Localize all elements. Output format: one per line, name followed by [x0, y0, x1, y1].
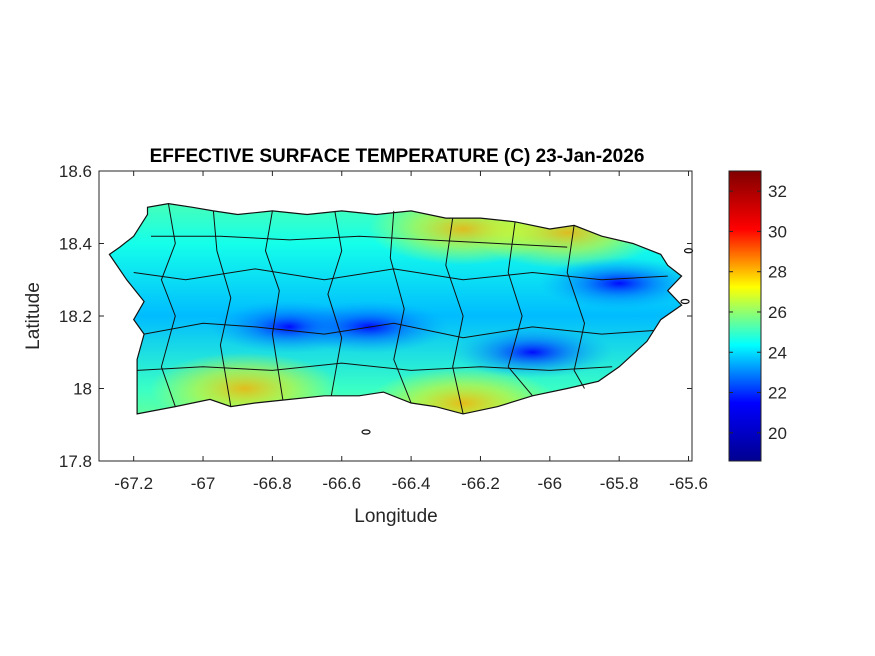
- offshore-islets: [361, 248, 694, 435]
- y-tick-label: 18.4: [59, 235, 92, 254]
- colorbar-tick-label: 32: [768, 182, 787, 201]
- colorbar-tick-label: 28: [768, 263, 787, 282]
- y-tick-label: 17.8: [59, 452, 92, 471]
- x-tick-label: -66.2: [461, 474, 500, 493]
- x-axis-ticks: -67.2 -67 -66.8 -66.6 -66.4 -66.2 -66 -65.8 -65.…: [114, 171, 708, 493]
- x-tick-label: -66.8: [253, 474, 292, 493]
- island-coastline: [108, 202, 683, 415]
- municipality-boundary: [264, 210, 284, 400]
- x-tick-label: -65.6: [669, 474, 708, 493]
- municipality-boundary: [151, 235, 568, 248]
- y-tick-label: 18.2: [59, 307, 92, 326]
- x-tick-label: -65.8: [600, 474, 639, 493]
- colorbar-frame: [728, 170, 762, 462]
- municipality-boundaries: [133, 203, 668, 415]
- x-tick-label: -66.6: [322, 474, 361, 493]
- cool-zone: [539, 257, 682, 310]
- colorbar-tick-label: 24: [768, 343, 787, 362]
- municipality-boundary: [445, 218, 464, 415]
- y-tick-label: 18.6: [59, 162, 92, 181]
- x-tick-label: -66: [538, 474, 563, 493]
- municipality-boundary: [137, 362, 613, 371]
- x-axis-label: Longitude: [354, 506, 437, 527]
- islet: [361, 429, 371, 435]
- y-axis-label: Latitude: [23, 282, 44, 350]
- municipality-boundary: [133, 268, 668, 281]
- colorbar-tick-label: 26: [768, 303, 787, 322]
- municipality-boundary: [507, 221, 533, 397]
- colorbar-ticks: 20 22 24 26 28 30 32: [729, 182, 787, 443]
- cool-zone: [452, 326, 613, 379]
- colorbar-tick-label: 20: [768, 424, 787, 443]
- municipality-boundary: [212, 210, 232, 407]
- colorbar-tick-label: 30: [768, 222, 787, 241]
- x-tick-label: -66.4: [392, 474, 431, 493]
- y-axis-ticks: 17.8 18 18.2 18.4 18.6: [59, 162, 692, 471]
- colorbar-tick-label: 22: [768, 384, 787, 403]
- x-tick-label: -67: [191, 474, 216, 493]
- municipality-boundary: [144, 322, 654, 339]
- chart-title: EFFECTIVE SURFACE TEMPERATURE (C) 23-Jan…: [150, 146, 645, 167]
- x-tick-label: -67.2: [114, 474, 153, 493]
- islet: [680, 298, 690, 305]
- islet: [683, 248, 694, 254]
- warm-zone: [368, 367, 559, 414]
- municipality-boundary: [389, 210, 412, 404]
- colorbar: [729, 171, 761, 461]
- municipality-boundary: [160, 203, 176, 407]
- y-tick-label: 18: [73, 380, 92, 399]
- municipality-boundary: [566, 225, 586, 389]
